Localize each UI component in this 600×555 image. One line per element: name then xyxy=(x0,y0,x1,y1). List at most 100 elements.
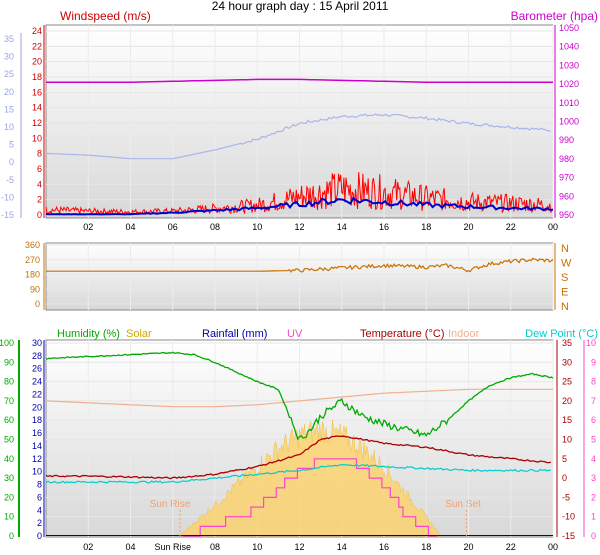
direction-tick-label: 180 xyxy=(25,270,40,280)
uv-tick-label: 2 xyxy=(591,492,596,502)
uv-tick-label: 6 xyxy=(591,415,596,425)
windspeed-tick-label: 22 xyxy=(32,41,42,51)
dewpoint-line xyxy=(45,463,551,484)
compass-letter: E xyxy=(561,287,568,299)
wind-average-line xyxy=(45,196,554,216)
solar-legend-label: Solar xyxy=(126,328,152,340)
humidity-tick-label: 50 xyxy=(4,435,14,445)
barometer-tick-label: 1000 xyxy=(559,117,579,127)
windspeed-tick-label: 18 xyxy=(32,72,42,82)
humidity-tick-label: 70 xyxy=(4,396,14,406)
humidity-axis-label: Humidity (%) xyxy=(57,328,120,340)
barometer-tick-label: 1050 xyxy=(559,23,579,33)
humidity-tick-label: 20 xyxy=(4,492,14,502)
temperature-line xyxy=(45,435,552,480)
wind-x-tick-label: 06 xyxy=(168,222,178,232)
windspeed-tick-label: 2 xyxy=(37,195,42,205)
temperature-axis-label: Temperature (°C) xyxy=(360,328,444,340)
humidity-tick-label: 0 xyxy=(9,531,14,541)
chart-marks: 024681012141618202224-15-10-505101520253… xyxy=(0,23,596,552)
outer-axis-tick-label: -5 xyxy=(6,175,14,185)
temperature-tick-label: -5 xyxy=(562,492,570,502)
compass-letter: N xyxy=(561,301,569,313)
temperature-tick-label: -10 xyxy=(562,512,575,522)
climate-x-tick-label: 16 xyxy=(379,542,389,552)
rainfall-tick-label: 10 xyxy=(32,467,42,477)
barometer-tick-label: 960 xyxy=(559,191,574,201)
outer-axis-tick-label: -15 xyxy=(1,210,14,220)
temperature-tick-label: 30 xyxy=(562,357,572,367)
uv-tick-label: 1 xyxy=(591,512,596,522)
wind-x-tick-label: 02 xyxy=(83,222,93,232)
uv-tick-label: 10 xyxy=(586,338,596,348)
sun-rise-label: Sun Rise xyxy=(150,499,191,510)
climate-x-tick-label: 20 xyxy=(463,542,473,552)
direction-tick-label: 360 xyxy=(25,240,40,250)
wind-x-tick-label: 04 xyxy=(125,222,135,232)
barometer-tick-label: 990 xyxy=(559,135,574,145)
windspeed-tick-label: 14 xyxy=(32,103,42,113)
windspeed-tick-label: 12 xyxy=(32,118,42,128)
compass-letter: S xyxy=(561,272,568,284)
climate-x-tick-label: 14 xyxy=(337,542,347,552)
humidity-tick-label: 60 xyxy=(4,415,14,425)
wind-x-tick-label: 10 xyxy=(252,222,262,232)
windspeed-tick-label: 24 xyxy=(32,26,42,36)
humidity-tick-label: 10 xyxy=(4,512,14,522)
uv-tick-label: 9 xyxy=(591,357,596,367)
solar-area xyxy=(178,419,442,537)
temperature-tick-label: 20 xyxy=(562,396,572,406)
wind-x-tick-label: 22 xyxy=(506,222,516,232)
outer-series-line xyxy=(45,113,552,160)
rainfall-tick-label: 28 xyxy=(32,351,42,361)
barometer-tick-label: 1010 xyxy=(559,98,579,108)
outer-axis-tick-label: 20 xyxy=(4,87,14,97)
barometer-tick-label: 950 xyxy=(559,210,574,220)
outer-axis-tick-label: -10 xyxy=(1,192,14,202)
climate-x-tick-label: 08 xyxy=(210,542,220,552)
sun-set-label: Sun Set xyxy=(445,499,481,510)
wind-direction-line xyxy=(46,257,554,273)
humidity-tick-label: 40 xyxy=(4,454,14,464)
rainfall-tick-label: 24 xyxy=(32,377,42,387)
climate-x-tick-label: Sun Rise xyxy=(154,542,191,552)
rainfall-tick-label: 20 xyxy=(32,402,42,412)
barometer-tick-label: 1040 xyxy=(559,42,579,52)
direction-tick-label: 0 xyxy=(35,299,40,309)
rainfall-tick-label: 0 xyxy=(37,531,42,541)
uv-legend-label: UV xyxy=(287,328,303,340)
barometer-tick-label: 970 xyxy=(559,173,574,183)
rainfall-tick-label: 22 xyxy=(32,389,42,399)
outer-axis-tick-label: 0 xyxy=(9,157,14,167)
rainfall-tick-label: 4 xyxy=(37,505,42,515)
outer-axis-tick-label: 5 xyxy=(9,140,14,150)
outer-axis-tick-label: 35 xyxy=(4,34,14,44)
windspeed-tick-label: 8 xyxy=(37,149,42,159)
direction-tick-label: 90 xyxy=(30,284,40,294)
windspeed-tick-label: 6 xyxy=(37,164,42,174)
uv-tick-label: 5 xyxy=(591,435,596,445)
humidity-line xyxy=(45,351,554,441)
rainfall-tick-label: 26 xyxy=(32,364,42,374)
windspeed-tick-label: 0 xyxy=(37,210,42,220)
rainfall-tick-label: 30 xyxy=(32,338,42,348)
windspeed-tick-label: 4 xyxy=(37,179,42,189)
climate-x-tick-label: 10 xyxy=(252,542,262,552)
wind-x-tick-label: 18 xyxy=(421,222,431,232)
barometer-tick-label: 1020 xyxy=(559,79,579,89)
windspeed-tick-label: 16 xyxy=(32,87,42,97)
barometer-tick-label: 980 xyxy=(559,154,574,164)
windspeed-tick-label: 20 xyxy=(32,57,42,67)
indoor-legend-label: Indoor xyxy=(448,328,480,340)
temperature-tick-label: 5 xyxy=(562,454,567,464)
climate-x-tick-label: 04 xyxy=(125,542,135,552)
wind-x-tick-label: 08 xyxy=(210,222,220,232)
uv-tick-label: 7 xyxy=(591,396,596,406)
rainfall-tick-label: 14 xyxy=(32,441,42,451)
temperature-tick-label: 15 xyxy=(562,415,572,425)
windspeed-tick-label: 10 xyxy=(32,133,42,143)
barometer-axis-label: Barometer (hpa) xyxy=(511,9,598,23)
indoor-temperature-line xyxy=(45,388,553,408)
rainfall-tick-label: 2 xyxy=(37,518,42,528)
